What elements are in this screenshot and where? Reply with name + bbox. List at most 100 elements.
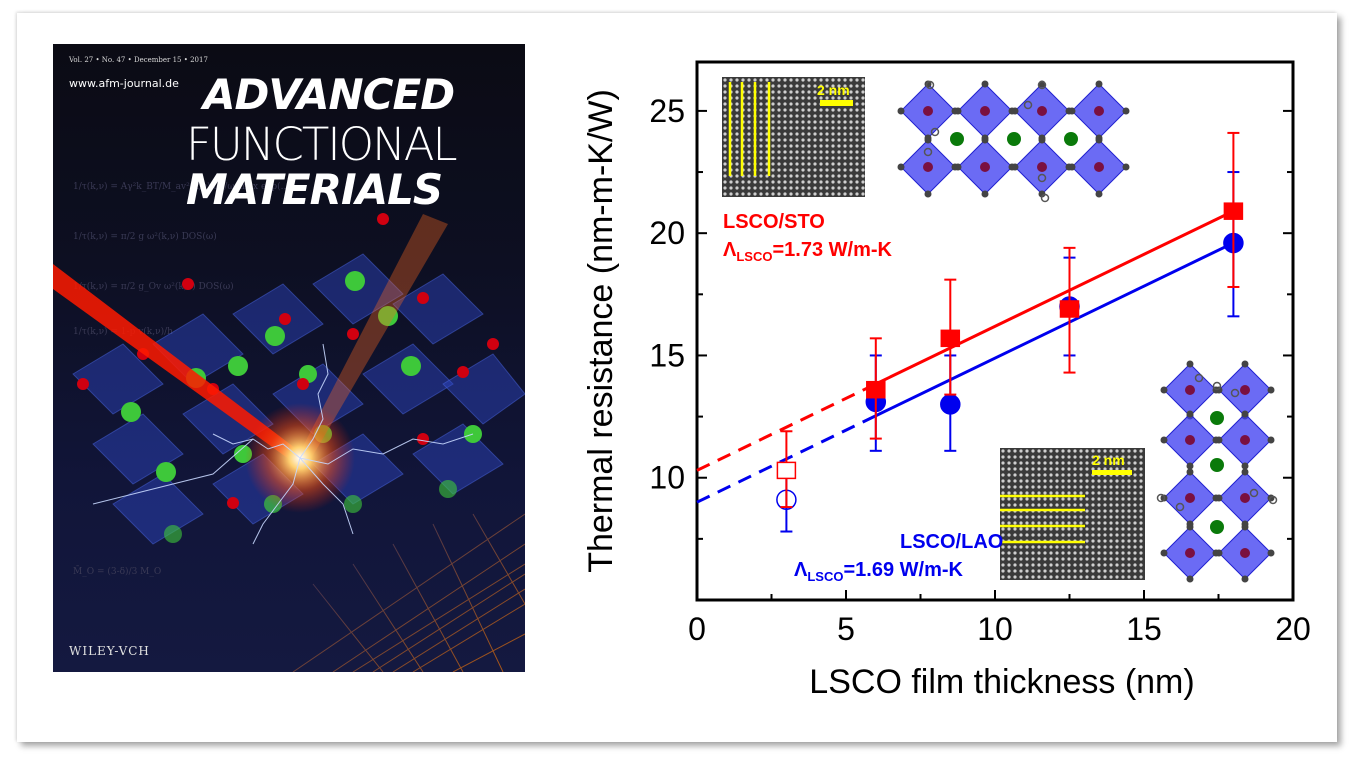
atom-column — [1025, 527, 1029, 531]
atom-column — [1115, 503, 1119, 507]
atom-column — [1115, 515, 1119, 519]
atom-column — [1013, 569, 1017, 573]
atom-column — [837, 84, 841, 88]
atom-column — [1103, 503, 1107, 507]
atom-column — [1085, 527, 1089, 531]
atom-column — [1067, 545, 1071, 549]
atom-column — [819, 150, 823, 154]
y-tick-label: 10 — [649, 460, 685, 496]
atom-column — [1139, 575, 1143, 579]
atom-column — [795, 108, 799, 112]
atom-column — [813, 138, 817, 142]
atom-column — [1079, 575, 1083, 579]
journal-url: www.afm-journal.de — [69, 77, 179, 90]
atom-column — [1055, 467, 1059, 471]
atom-column — [1037, 551, 1041, 555]
atom-column — [1025, 551, 1029, 555]
atom-column — [801, 150, 805, 154]
atom-column — [843, 162, 847, 166]
atom-column — [849, 90, 853, 94]
oxygen-atom — [924, 136, 932, 144]
b-site-atom — [1037, 162, 1047, 172]
atom-column — [1109, 479, 1113, 483]
atom-column — [753, 192, 757, 196]
atom-column — [1055, 473, 1059, 477]
atom-column — [801, 96, 805, 100]
atom-column — [1007, 467, 1011, 471]
atom-column — [1013, 551, 1017, 555]
atom-column — [801, 156, 805, 160]
atom-column — [819, 132, 823, 136]
atom-column — [819, 78, 823, 82]
atom-column — [1055, 491, 1059, 495]
atom-column — [723, 186, 727, 190]
atom-column — [843, 132, 847, 136]
atom-column — [795, 180, 799, 184]
atom-column — [843, 114, 847, 118]
atom-column — [1109, 461, 1113, 465]
atom-column — [1121, 533, 1125, 537]
oxygen-atom — [1095, 190, 1103, 198]
atom-column — [813, 162, 817, 166]
atom-column — [1037, 479, 1041, 483]
atom-column — [1121, 527, 1125, 531]
atom-column — [831, 78, 835, 82]
atom-column — [735, 192, 739, 196]
atom-column — [789, 156, 793, 160]
atom-column — [807, 126, 811, 130]
atom-column — [759, 150, 763, 154]
atom-column — [837, 108, 841, 112]
atom-column — [819, 168, 823, 172]
atom-column — [1037, 473, 1041, 477]
atom-column — [831, 186, 835, 190]
axis-ticks — [696, 109, 1294, 600]
atom-column — [801, 168, 805, 172]
atom-column — [795, 156, 799, 160]
atom-column — [1139, 479, 1143, 483]
atom-column — [1013, 527, 1017, 531]
atom-column — [1067, 503, 1071, 507]
a-site-atom — [1210, 520, 1224, 534]
publisher-logo: WILEY-VCH — [69, 644, 150, 658]
atom-column — [1115, 497, 1119, 501]
atom-column — [1025, 473, 1029, 477]
atom-column — [1091, 467, 1095, 471]
atom-column — [831, 126, 835, 130]
atom-column — [855, 126, 859, 130]
atom-column — [837, 144, 841, 148]
atom-column — [723, 90, 727, 94]
oxygen-atom — [1122, 163, 1130, 171]
atom-column — [1001, 557, 1005, 561]
atom-column — [1139, 533, 1143, 537]
atom-column — [801, 108, 805, 112]
atom-column — [765, 186, 769, 190]
atom-column — [1121, 485, 1125, 489]
atom-column — [771, 144, 775, 148]
atom-column — [1031, 575, 1035, 579]
atom-column — [729, 180, 733, 184]
oxygen-atom — [1160, 386, 1168, 394]
atom-column — [723, 126, 727, 130]
atom-column — [1073, 575, 1077, 579]
atom-column — [813, 90, 817, 94]
atom-column — [1037, 533, 1041, 537]
atom-column — [1091, 461, 1095, 465]
atom-column — [1031, 545, 1035, 549]
atom-column — [1133, 497, 1137, 501]
atom-column — [735, 78, 739, 82]
atom-column — [807, 162, 811, 166]
oxygen-atom — [1068, 163, 1076, 171]
atom-column — [1067, 479, 1071, 483]
atom-column — [795, 186, 799, 190]
vacancy-site — [1037, 80, 1047, 90]
atom-column — [771, 156, 775, 160]
atom-column — [1031, 479, 1035, 483]
atom-column — [1073, 557, 1077, 561]
atom-column — [1091, 545, 1095, 549]
atom-column — [747, 78, 751, 82]
atom-column — [1067, 497, 1071, 501]
atom-column — [801, 90, 805, 94]
atom-column — [1127, 461, 1131, 465]
atom-column — [1097, 569, 1101, 573]
atom-column — [1019, 497, 1023, 501]
